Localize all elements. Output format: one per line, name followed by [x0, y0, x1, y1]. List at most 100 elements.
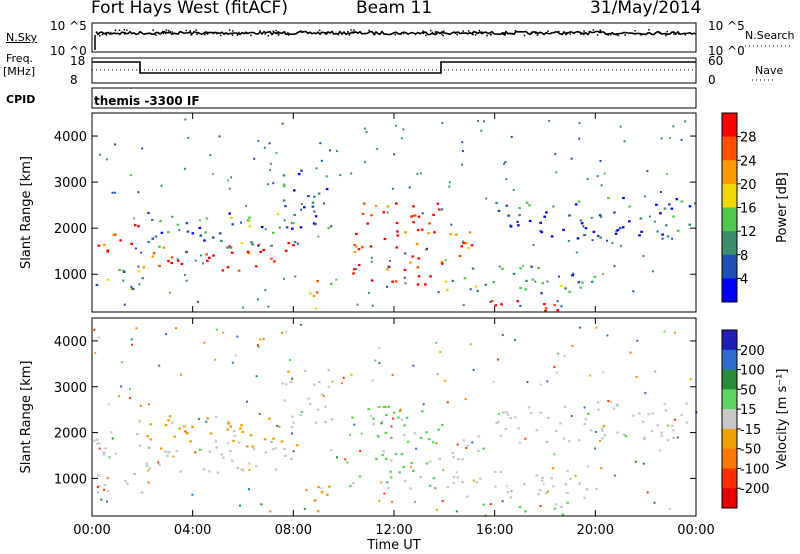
heatmap-cell [186, 432, 189, 435]
heatmap-cell [539, 505, 542, 508]
heatmap-cell [316, 280, 319, 283]
heatmap-cell [102, 451, 106, 454]
noise-search-dot [582, 32, 584, 35]
heatmap-cell [409, 487, 412, 490]
heatmap-cell [257, 344, 259, 347]
heatmap-cell [372, 417, 375, 420]
heatmap-cell [539, 229, 542, 232]
heatmap-cell [108, 403, 110, 406]
heatmap-cell [446, 401, 449, 404]
noise-search-dot [609, 33, 612, 36]
heatmap-cell [130, 287, 133, 290]
heatmap-cell [607, 400, 610, 402]
heatmap-cell [272, 182, 275, 185]
heatmap-cell [672, 436, 675, 439]
heatmap-cell [305, 489, 308, 492]
freq-tick-bottom: 8 [70, 73, 78, 87]
heatmap-cell [350, 172, 353, 175]
heatmap-cell [518, 214, 521, 217]
noise-search-dot [414, 33, 417, 36]
heatmap-cell [147, 211, 150, 215]
heatmap-cell [147, 403, 150, 406]
heatmap-cell [512, 272, 516, 275]
heatmap-cell [175, 327, 177, 330]
heatmap-cell [428, 484, 432, 487]
noise-search-dot [615, 33, 617, 36]
heatmap-cell [431, 441, 435, 444]
heatmap-cell [437, 291, 440, 294]
heatmap-cell [108, 456, 111, 459]
heatmap-cell [382, 406, 385, 408]
heatmap-cell [497, 209, 501, 212]
colorbar-swatch [722, 330, 737, 351]
colorbar-swatch [722, 207, 737, 232]
heatmap-cell [420, 228, 424, 231]
heatmap-cell [148, 467, 152, 470]
heatmap-cell [465, 495, 469, 498]
heatmap-cell [290, 457, 293, 460]
heatmap-cell [246, 400, 248, 403]
heatmap-cell [476, 289, 479, 292]
x-tick-label: 00:00 [677, 523, 714, 538]
heatmap-cell [300, 169, 303, 172]
heatmap-cell [602, 273, 605, 276]
y-tick-label: 4000 [54, 130, 87, 145]
noise-search-dot [105, 34, 108, 36]
heatmap-cell [424, 283, 427, 286]
heatmap-cell [316, 510, 320, 513]
heatmap-cell [535, 429, 539, 432]
noise-search-dot [489, 33, 492, 36]
heatmap-cell [170, 256, 174, 259]
noise-search-dot [502, 32, 505, 34]
heatmap-cell [292, 222, 295, 225]
heatmap-cell [403, 433, 406, 437]
heatmap-cell [284, 205, 287, 208]
heatmap-cell [257, 244, 260, 247]
cpid-label: CPID [6, 93, 36, 106]
heatmap-cell [236, 466, 240, 469]
heatmap-cell [663, 330, 666, 333]
noise-search-dot [109, 33, 111, 35]
heatmap-cell [212, 236, 215, 239]
heatmap-cell [313, 499, 317, 502]
heatmap-cell [654, 370, 657, 373]
nave-tick-bottom: 0 [708, 73, 716, 87]
heatmap-cell [340, 382, 343, 385]
heatmap-cell [317, 486, 320, 489]
heatmap-cell [350, 373, 353, 376]
heatmap-cell [157, 461, 160, 464]
heatmap-cell [369, 245, 373, 248]
heatmap-cell [614, 232, 618, 235]
heatmap-cell [327, 368, 330, 372]
noise-search-dot [481, 31, 483, 33]
heatmap-cell [432, 477, 436, 480]
heatmap-cell [392, 187, 394, 190]
noise-search-dot [185, 29, 187, 32]
heatmap-cell [208, 450, 212, 453]
noise-search-dot [523, 34, 526, 37]
heatmap-cell [510, 490, 513, 493]
heatmap-cell [518, 506, 522, 509]
x-tick-label: 00:00 [73, 523, 110, 538]
heatmap-cell [159, 447, 163, 450]
noise-search-dot [255, 33, 257, 35]
noise-right-tick-top: 10 ^5 [708, 19, 745, 33]
heatmap-cell [497, 412, 500, 415]
heatmap-cell [148, 446, 150, 449]
heatmap-cell [390, 459, 393, 462]
noise-search-dot [319, 29, 321, 32]
heatmap-cell [287, 370, 290, 373]
noise-search-dot [658, 32, 661, 34]
x-axis-label: Time UT [366, 538, 420, 553]
heatmap-cell [414, 500, 416, 503]
colorbar-swatch [722, 160, 737, 185]
heatmap-cell [466, 444, 470, 447]
heatmap-cell [582, 225, 585, 228]
heatmap-cell [167, 231, 170, 234]
noise-search-dot [624, 34, 626, 36]
heatmap-cell [661, 233, 664, 236]
heatmap-cell [553, 507, 557, 510]
heatmap-cell [287, 242, 291, 245]
noise-left-tick-bottom: 10 ^0 [50, 44, 87, 58]
heatmap-cell [226, 428, 229, 431]
